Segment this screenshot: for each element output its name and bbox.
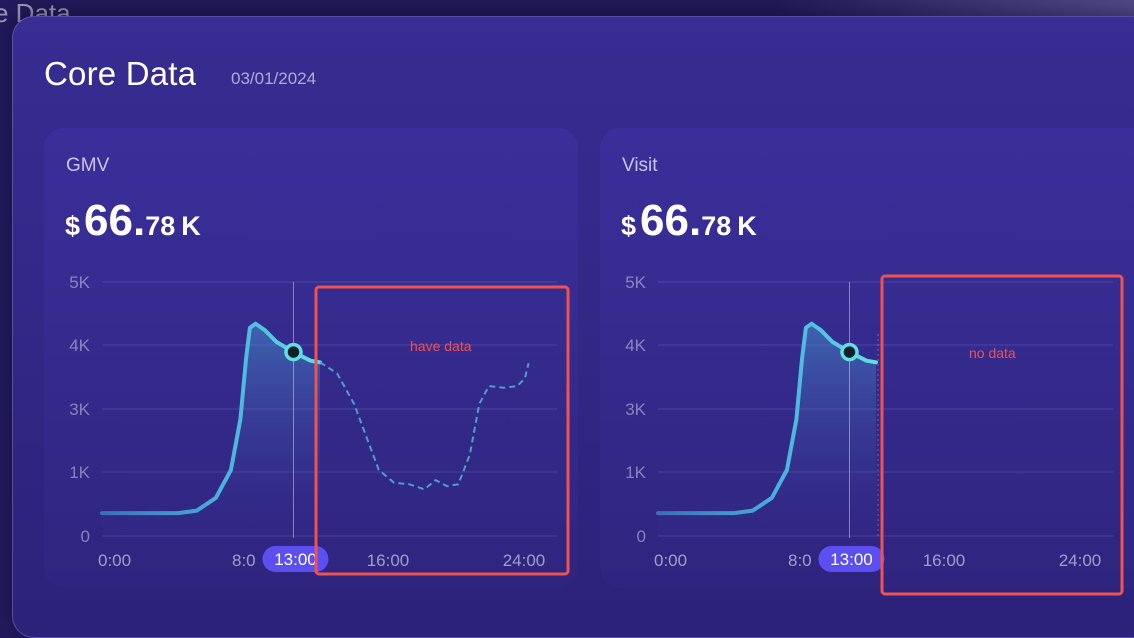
value-decimal: 78	[701, 211, 732, 241]
x-tick-label: 0:00	[654, 551, 687, 570]
current-time-badge	[262, 546, 329, 572]
y-tick-label: 3K	[625, 400, 646, 419]
card-label: Visit	[622, 155, 658, 176]
x-tick-label: 0:00	[98, 551, 131, 570]
value-integer: 66.	[640, 196, 702, 245]
y-tick-label: 4K	[625, 336, 646, 355]
card-value: $66.78 K	[621, 196, 757, 246]
series-area	[658, 323, 876, 536]
x-tick-label: 8:0	[788, 551, 812, 570]
panel-date: 03/01/2024	[231, 69, 317, 88]
card-value: $66.78 K	[65, 196, 201, 246]
x-tick-label: 8:0	[232, 551, 256, 570]
core-data-panel: Core Data 03/01/2024 GMV $66.78 K 0 1K 3K 4K…	[12, 16, 1134, 638]
x-tick-label: 24:00	[1059, 551, 1102, 570]
y-tick-label: 0	[81, 527, 90, 546]
panel-title: Core Data	[44, 55, 197, 92]
y-tick-label: 1K	[69, 463, 90, 482]
currency-symbol: $	[621, 211, 637, 241]
x-tick-label: 24:00	[503, 551, 546, 570]
gmv-chart[interactable]: 0 1K 3K 4K 5K 0:00 8:0 16:00 24:00 13:00 have data	[44, 128, 578, 588]
y-tick-label: 1K	[625, 463, 646, 482]
card-label: GMV	[66, 155, 110, 176]
value-unit: K	[737, 211, 757, 241]
series-area	[102, 323, 320, 536]
value-decimal: 78	[145, 211, 176, 241]
value-integer: 66.	[84, 196, 146, 245]
gmv-card[interactable]: GMV $66.78 K 0 1K 3K 4K 5K 0:00 8:0 16:00 24:00 13…	[44, 128, 578, 588]
x-tick-label: 16:00	[923, 551, 966, 570]
current-time-badge	[818, 546, 885, 572]
visit-card[interactable]: Visit $66.78 K 0 1K 3K 4K 5K 0:00 8:0 16:00 24:00…	[600, 128, 1134, 596]
y-tick-label: 3K	[69, 400, 90, 419]
y-tick-label: 4K	[69, 336, 90, 355]
annotation-label: have data	[410, 338, 472, 354]
current-time-label: 13:00	[830, 550, 873, 569]
annotation-box	[314, 285, 570, 576]
annotation-box	[880, 274, 1124, 596]
visit-chart[interactable]: 0 1K 3K 4K 5K 0:00 8:0 16:00 24:00 13:00 no data	[600, 128, 1134, 596]
x-tick-label: 16:00	[367, 551, 410, 570]
current-time-label: 13:00	[274, 550, 317, 569]
current-point	[284, 342, 303, 362]
currency-symbol: $	[65, 211, 81, 241]
series-line-forecast	[319, 361, 530, 491]
current-point	[840, 342, 859, 362]
y-tick-label: 5K	[69, 273, 90, 292]
y-tick-label: 0	[637, 527, 646, 546]
value-unit: K	[181, 211, 201, 241]
y-tick-label: 5K	[625, 273, 646, 292]
annotation-label: no data	[969, 345, 1016, 361]
